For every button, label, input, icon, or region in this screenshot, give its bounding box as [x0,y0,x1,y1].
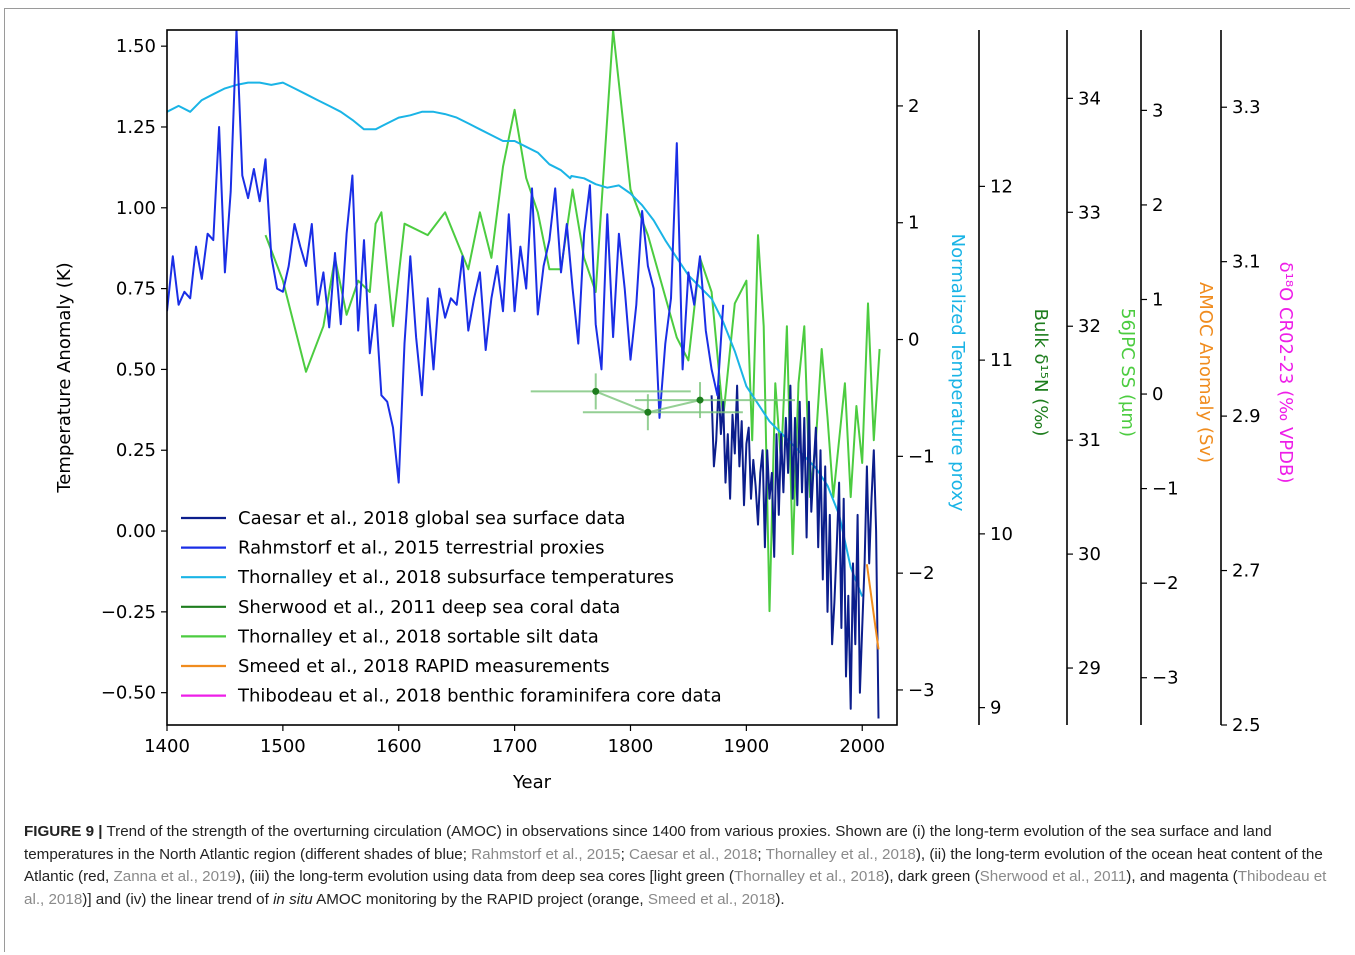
legend-label: Caesar et al., 2018 global sea surface d… [238,508,625,529]
right-axis-tick-label: 12 [990,176,1013,197]
y-tick-label: −0.50 [101,683,156,704]
x-tick-label: 1600 [376,736,422,757]
right-axis-tick-label: 3 [1152,100,1163,121]
right-axis-tick-label: −1 [908,446,935,467]
right-axis-tick-label: −2 [908,563,935,584]
caption-text: ), dark green ( [884,868,980,885]
y-tick-label: −0.25 [101,602,156,623]
coral-point [644,408,652,416]
series-line-smeed [865,564,880,650]
legend: Caesar et al., 2018 global sea surface d… [181,508,722,707]
x-tick-label: 1900 [723,736,769,757]
caption-label: FIGURE 9 | [24,823,103,840]
caption-text: )] and (iv) the linear trend of [82,890,274,908]
right-axis-tick-label: 2.5 [1232,715,1261,736]
series-line-thornalley [167,81,864,597]
right-axis-tick-label: 9 [990,698,1001,719]
x-tick-label: 2000 [839,736,885,757]
caption-text: ; [757,845,766,863]
citation-link[interactable]: Rahmstorf et al., 2015 [471,845,621,863]
right-axis-tick-label: 29 [1078,658,1101,679]
right-axis-title: Bulk δ¹⁵N (‰) [1030,309,1051,437]
x-tick-label: 1400 [144,736,190,757]
series-line-caesar [710,384,880,719]
legend-label: Thornalley et al., 2018 subsurface tempe… [237,567,674,588]
right-axis-tick-label: 3.1 [1232,252,1261,273]
figure-caption: FIGURE 9 | Trend of the strength of the … [24,821,1342,911]
right-axis-tick-label: 10 [990,524,1013,545]
legend-label: Thornalley et al., 2018 sortable silt da… [237,626,599,647]
series-line-thornalley [264,30,881,613]
caption-text: ; [620,845,630,863]
caption-italic: in situ [273,890,313,908]
right-axis-tick-label: 1 [1152,289,1163,310]
y-tick-label: 1.50 [116,36,156,57]
legend-label: Smeed et al., 2018 RAPID measurements [238,656,610,677]
caption-text: ), (iii) the long-term evolution using d… [235,868,734,885]
right-axis-tick-label: 0 [908,330,919,351]
right-axis-tick-label: 2 [1152,195,1163,216]
x-tick-label: 1800 [608,736,654,757]
right-axis-tick-label: 30 [1078,544,1101,565]
coral-point [696,396,704,404]
x-tick-label: 1700 [492,736,538,757]
right-axis-tick-label: −3 [908,680,935,701]
axes-layer: 1400 1500 1600 1700 1800 1900 2000Year1.501.25… [54,29,1296,793]
citation-link[interactable]: Caesar et al., 2018 [629,845,758,863]
caption-text: Trend of the strength of the overturning… [24,823,1272,863]
right-axis-title: Normalized Temperature proxy [947,234,968,512]
y-tick-label: 1.00 [116,198,156,219]
caption-text: ), (ii) the long-term evolution of the o… [24,845,1323,886]
y-tick-label: 0.75 [116,279,156,300]
citation-link[interactable]: Zanna et al., 2019 [113,868,236,885]
legend-label: Rahmstorf et al., 2015 terrestrial proxi… [238,538,604,559]
right-axis-tick-label: 33 [1078,202,1101,223]
right-axis-tick-label: 0 [1152,384,1163,405]
legend-label: Thibodeau et al., 2018 benthic foraminif… [237,686,722,707]
x-axis-title: Year [512,772,552,793]
series-line-rahmstorf [167,30,725,484]
citation-link[interactable]: Thibodeau et al., 2018 [24,868,1327,908]
citation-link[interactable]: Sherwood et al., 2011 [979,868,1127,885]
caption-text: ). [775,890,785,908]
citation-link[interactable]: Thornalley et al., 2018 [765,845,916,863]
y-axis-title: Temperature Anomaly (K) [54,262,75,493]
coral-point [592,387,600,395]
right-axis-tick-label: 32 [1078,316,1101,337]
right-axis-tick-label: 31 [1078,430,1101,451]
right-axis-tick-label: −1 [1152,479,1179,500]
legend-label: Sherwood et al., 2011 deep sea coral dat… [238,597,620,618]
right-axis-tick-label: 1 [908,213,919,234]
x-tick-label: 1500 [260,736,306,757]
right-axis-tick-label: 11 [990,350,1013,371]
right-axis-title: δ¹⁸O CR02-23 (‰ VPDB) [1275,262,1296,484]
right-axis-title: AMOC Anomaly (Sv) [1195,282,1216,463]
series-group [167,30,881,719]
right-axis-tick-label: 34 [1078,88,1101,109]
figure-frame [4,8,1350,952]
caption-text: AMOC monitoring by the RAPID project (or… [312,890,648,908]
right-axis-tick-label: 3.3 [1232,97,1261,118]
right-axis-tick-label: −2 [1152,573,1179,594]
caption-text: ), and magenta ( [1126,868,1238,885]
right-axis-title: 56JPC SS (μm) [1117,308,1138,437]
right-axis-tick-label: 2 [908,96,919,117]
right-axis-tick-label: 2.9 [1232,406,1261,427]
plot-area [167,30,881,719]
y-tick-label: 1.25 [116,117,156,138]
y-tick-label: 0.00 [116,521,156,542]
y-tick-label: 0.25 [116,440,156,461]
citation-link[interactable]: Smeed et al., 2018 [647,890,776,908]
chart-canvas: 1400 1500 1600 1700 1800 1900 2000Year1.501.25… [54,29,1296,793]
y-tick-label: 0.50 [116,359,156,380]
right-axis-tick-label: 2.7 [1232,561,1261,582]
right-axis-tick-label: −3 [1152,668,1179,689]
plot-frame [166,29,898,726]
citation-link[interactable]: Thornalley et al., 2018 [733,868,885,885]
